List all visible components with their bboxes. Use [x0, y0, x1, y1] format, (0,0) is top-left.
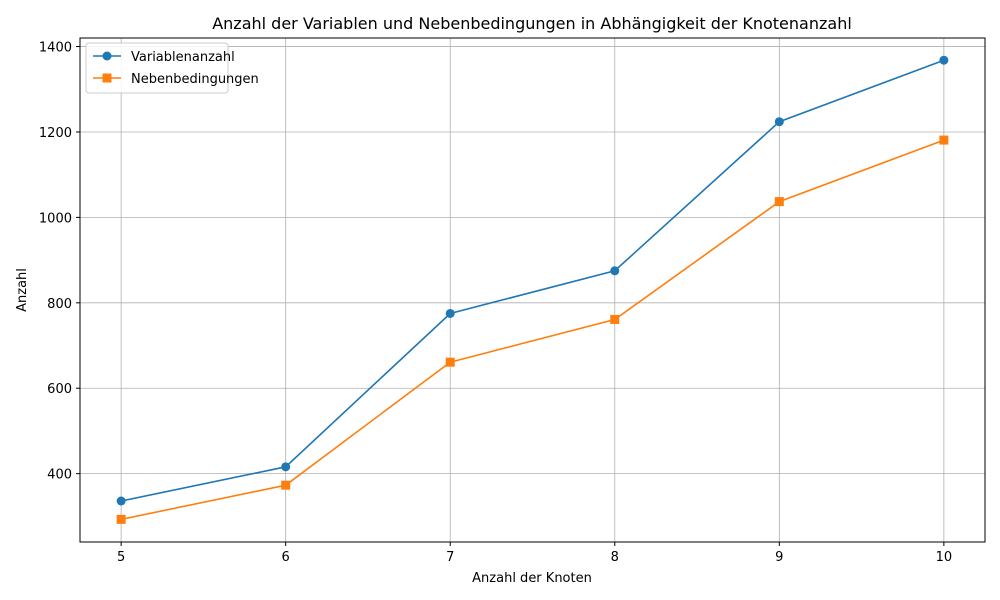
x-tick-label: 10 [936, 550, 953, 565]
data-point [445, 357, 455, 367]
data-point [281, 480, 291, 490]
legend-marker [102, 51, 112, 61]
x-tick-label: 9 [775, 550, 783, 565]
x-tick-label: 7 [446, 550, 454, 565]
ticks: 5 6 7 8 9 10 400 600 800 1000 1200 1400 [39, 41, 952, 565]
legend-label: Variablenanzahl [131, 50, 235, 65]
y-tick-label: 600 [47, 382, 72, 397]
y-tick-label: 1400 [39, 41, 72, 56]
y-tick-label: 1200 [39, 126, 72, 141]
plot-frame [79, 37, 986, 543]
legend-marker [102, 73, 112, 83]
data-point [774, 197, 784, 207]
series-0 [116, 55, 949, 506]
data-point [116, 514, 126, 524]
x-tick-label: 8 [611, 550, 619, 565]
data-point [281, 462, 291, 472]
x-tick-label: 6 [282, 550, 290, 565]
legend-label: Nebenbedingungen [131, 72, 259, 87]
x-tick-label: 5 [117, 550, 125, 565]
data-point [116, 496, 126, 506]
series-line [120, 59, 945, 502]
legend-box [85, 42, 229, 94]
x-axis-label: Anzahl der Knoten [472, 571, 592, 586]
y-tick-label: 1000 [39, 211, 72, 226]
data-point [445, 308, 455, 318]
data-point [610, 314, 620, 324]
y-tick-label: 800 [47, 297, 72, 312]
series-1 [116, 135, 949, 524]
series-line [120, 139, 945, 521]
data-point [774, 117, 784, 127]
y-tick-label: 400 [47, 468, 72, 483]
data-point [610, 266, 620, 276]
legend: Variablenanzahl Nebenbedingungen [85, 42, 259, 94]
y-axis-label: Anzahl [15, 268, 30, 312]
data-point [939, 55, 949, 65]
grid [80, 38, 985, 542]
data-point [939, 135, 949, 145]
chart-title: Anzahl der Variablen und Nebenbedingunge… [212, 14, 852, 33]
series-layer [116, 55, 949, 524]
